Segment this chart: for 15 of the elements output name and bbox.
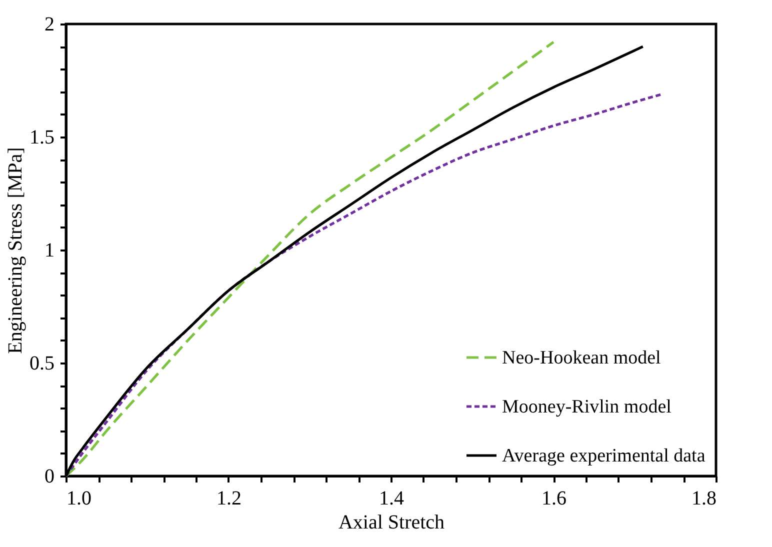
legend-label: Neo-Hookean model [502, 348, 661, 368]
y-tick-label: 2 [44, 14, 54, 36]
x-tick-label: 1.8 [692, 488, 716, 510]
y-tick-label: 0.5 [30, 352, 54, 374]
legend-label: Average experimental data [502, 446, 706, 466]
y-tick-label: 1 [44, 240, 54, 262]
y-tick-label: 0 [44, 466, 54, 488]
legend-label: Mooney-Rivlin model [502, 396, 672, 418]
y-tick-label: 1.5 [30, 126, 54, 148]
y-axis-title: Engineering Stress [MPa] [4, 147, 26, 354]
x-tick-label: 1.2 [216, 488, 242, 510]
x-tick-label: 1.6 [542, 488, 566, 510]
x-axis-title: Axial Stretch [338, 512, 445, 534]
x-tick-label: 1.0 [66, 488, 92, 510]
x-tick-label: 1.4 [379, 488, 404, 510]
